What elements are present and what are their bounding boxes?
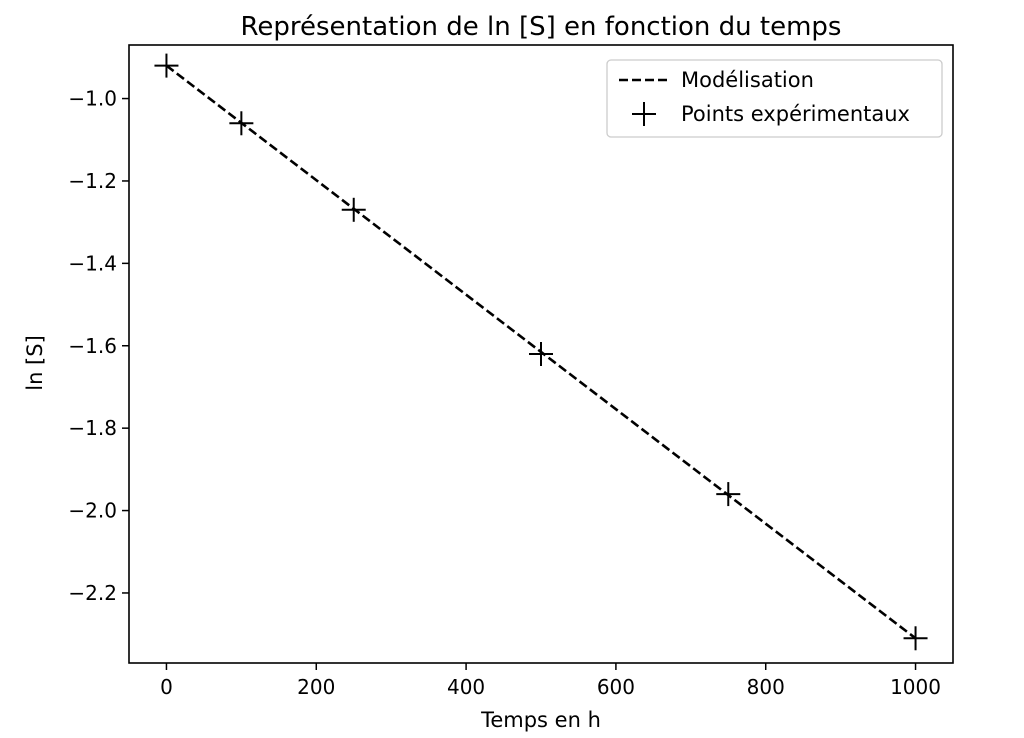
x-tick-label: 200 <box>297 675 335 699</box>
data-point <box>529 342 553 366</box>
y-tick-label: −2.2 <box>68 581 117 605</box>
x-tick-label: 800 <box>747 675 785 699</box>
y-tick-label: −1.8 <box>68 416 117 440</box>
data-point <box>903 626 928 651</box>
plot-area: 0 200 400 600 800 1000 −1.0 −1.2 −1.4 −1.6 −1.8 −2.… <box>68 44 954 699</box>
legend-label-points: Points expérimentaux <box>681 102 910 126</box>
data-point <box>229 111 254 136</box>
y-tick-label: −1.2 <box>68 169 117 193</box>
chart-title: Représentation de ln [S] en fonction du … <box>241 12 842 42</box>
data-point <box>154 53 179 78</box>
legend-label-model: Modélisation <box>681 68 814 92</box>
x-tick-label: 600 <box>597 675 635 699</box>
x-axis-label: Temps en h <box>480 708 601 732</box>
x-tick-label: 1000 <box>890 675 941 699</box>
y-tick-label: −1.4 <box>68 251 117 275</box>
data-point <box>716 482 741 507</box>
y-tick-label: −1.0 <box>68 87 117 111</box>
x-tick-label: 400 <box>447 675 485 699</box>
y-tick-label: −2.0 <box>68 499 117 523</box>
legend-box <box>606 59 943 138</box>
legend: Modélisation Points expérimentaux <box>606 59 943 138</box>
data-point <box>341 197 366 222</box>
plot-frame <box>128 44 954 664</box>
x-tick-label: 0 <box>160 675 173 699</box>
y-axis-label: ln [S] <box>23 335 47 391</box>
y-tick-label: −1.6 <box>68 334 117 358</box>
